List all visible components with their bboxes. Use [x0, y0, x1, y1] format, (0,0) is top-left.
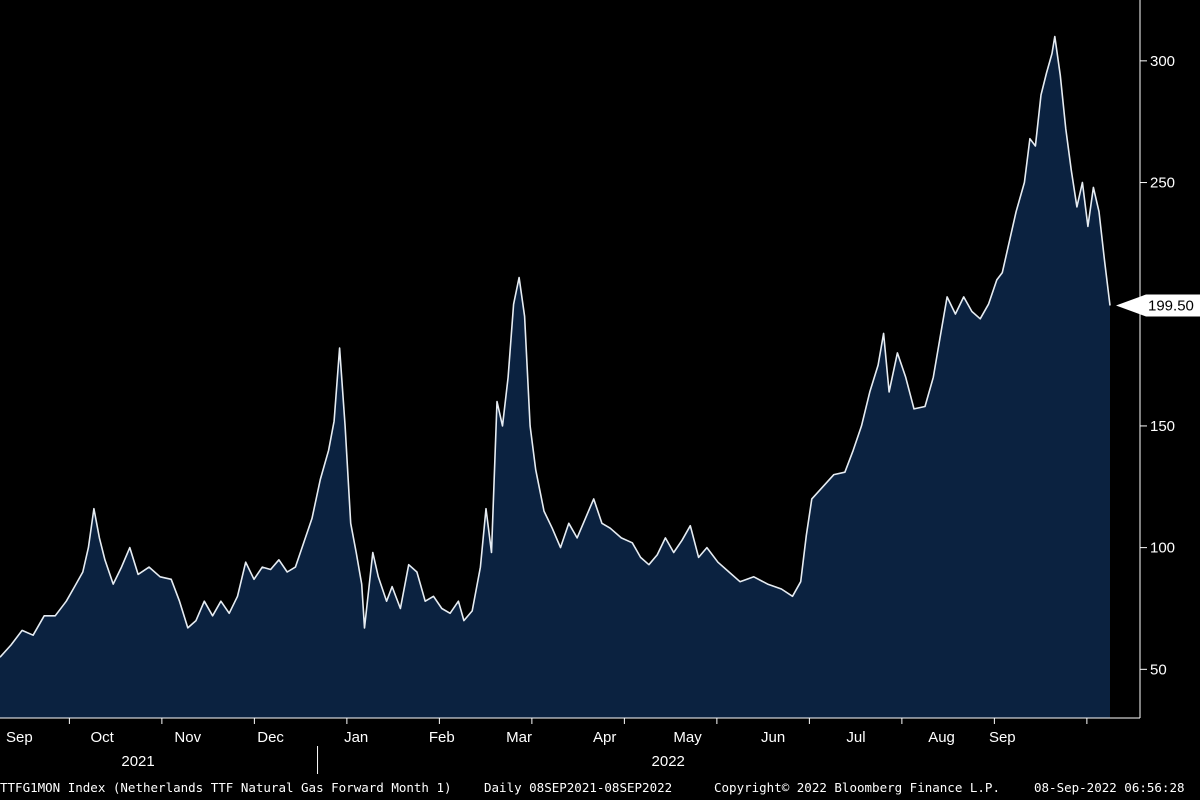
- ticker-description: TTFG1MON Index (Netherlands TTF Natural …: [0, 780, 452, 795]
- x-tick-label: Oct: [90, 729, 114, 746]
- y-tick-label: 300: [1150, 53, 1175, 70]
- year-label: 2022: [652, 753, 685, 770]
- plot-area: [0, 35, 1111, 718]
- x-tick-label: May: [673, 729, 702, 746]
- x-tick-label: Jan: [344, 729, 368, 746]
- x-tick-label: Apr: [593, 729, 616, 746]
- x-tick-label: Dec: [257, 729, 284, 746]
- y-tick-label: 150: [1150, 418, 1175, 435]
- series-area-fill: [0, 36, 1110, 718]
- x-tick-label: Feb: [429, 729, 455, 746]
- x-tick-label: Mar: [506, 729, 532, 746]
- last-value-label: 199.50: [1148, 297, 1194, 314]
- last-value-box: [1116, 294, 1200, 317]
- axes: 50 100 150 250 300 199.50 Sep Oct Nov Dec Jan Feb Ma…: [0, 0, 1200, 774]
- x-tick-label: Nov: [174, 729, 201, 746]
- timestamp-label: 08-Sep-2022 06:56:28: [1034, 780, 1185, 795]
- year-label: 2021: [121, 753, 154, 770]
- y-tick-label: 250: [1150, 175, 1175, 192]
- x-tick-label: Jun: [761, 729, 785, 746]
- chart-footer: TTFG1MON Index (Netherlands TTF Natural …: [0, 776, 1200, 800]
- series-line: [0, 35, 1111, 658]
- x-tick-label: Aug: [928, 729, 955, 746]
- x-tick-label: Sep: [989, 729, 1016, 746]
- x-tick-label: Jul: [846, 729, 865, 746]
- x-tick-label: Sep: [6, 729, 33, 746]
- y-tick-label: 100: [1150, 540, 1175, 557]
- period-label: Daily 08SEP2021-08SEP2022: [484, 780, 673, 795]
- copyright-label: Copyright© 2022 Bloomberg Finance L.P.: [714, 780, 1000, 795]
- y-tick-label: 50: [1150, 661, 1167, 678]
